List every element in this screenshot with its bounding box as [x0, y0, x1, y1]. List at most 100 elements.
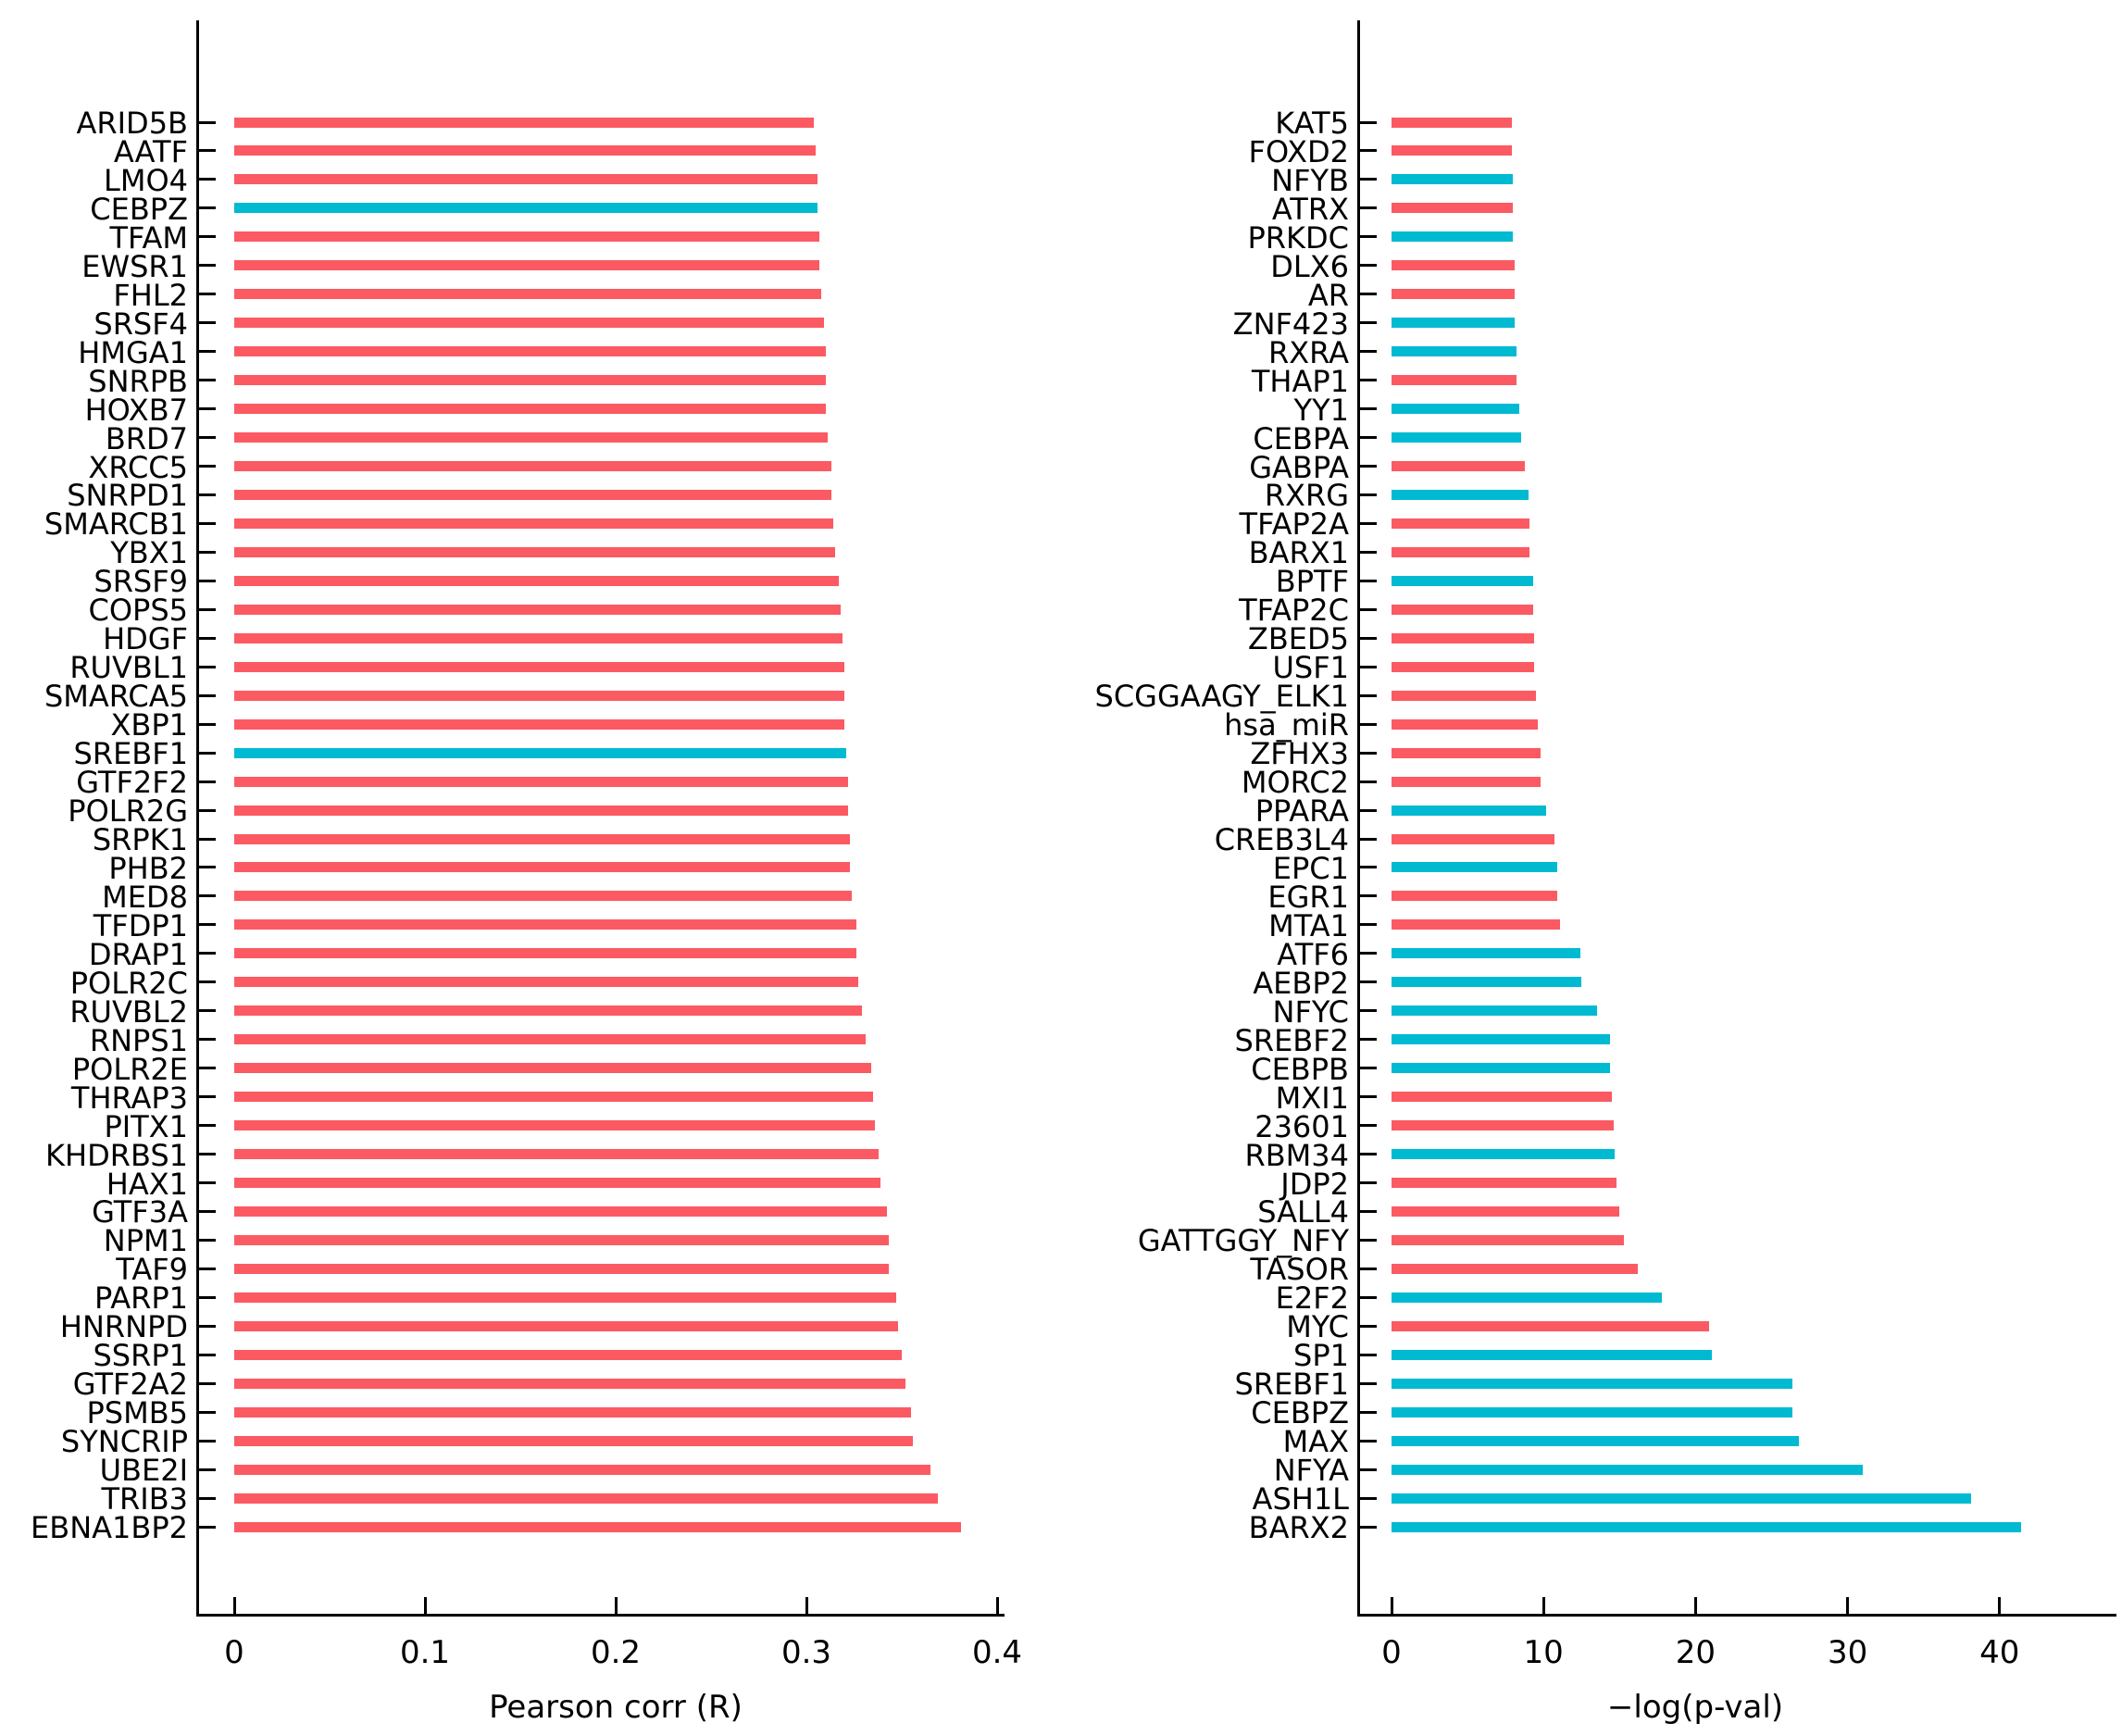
- y-axis-tick: [1360, 636, 1377, 640]
- bar: [1392, 1492, 1971, 1504]
- bar: [1392, 1406, 1793, 1418]
- bar: [234, 1092, 874, 1103]
- category-label: TFAP2A: [1239, 506, 1349, 543]
- y-axis-tick: [199, 607, 216, 611]
- bar: [234, 1292, 896, 1303]
- x-axis-title-logpval: −log(p-val): [1606, 1689, 1784, 1726]
- bar: [1392, 1435, 1800, 1446]
- bar: [234, 1234, 889, 1245]
- x-axis-tick-label: 0: [224, 1634, 244, 1671]
- y-axis-tick: [1360, 149, 1377, 153]
- bar: [1392, 661, 1535, 672]
- category-label: SYNCRIP: [60, 1424, 188, 1460]
- bar: [234, 977, 858, 988]
- category-label: SREBF2: [1234, 1022, 1349, 1058]
- y-axis-tick: [199, 1153, 216, 1156]
- category-label: KHDRBS1: [45, 1137, 188, 1173]
- bar: [234, 1464, 930, 1475]
- x-axis-tick: [1542, 1597, 1545, 1614]
- bar: [1392, 862, 1557, 873]
- bar: [1392, 575, 1533, 586]
- category-label: AEBP2: [1253, 965, 1349, 1001]
- category-label: RXRA: [1268, 334, 1349, 370]
- y-axis-tick: [1360, 894, 1377, 898]
- category-label: PARP1: [94, 1280, 188, 1317]
- y-axis-tick: [1360, 1095, 1377, 1099]
- category-label: NFYB: [1271, 162, 1349, 198]
- y-axis-tick: [1360, 579, 1377, 582]
- bar: [1392, 891, 1557, 902]
- category-label: SSRP1: [93, 1338, 188, 1374]
- category-label: NFYC: [1272, 993, 1349, 1030]
- y-axis-tick: [199, 379, 216, 382]
- x-axis-spine: [196, 1614, 1005, 1617]
- y-axis-tick: [1360, 407, 1377, 411]
- y-axis-tick: [199, 1467, 216, 1471]
- bar: [1392, 432, 1521, 443]
- category-label: THRAP3: [70, 1080, 188, 1116]
- bar: [1392, 145, 1512, 156]
- category-label: TAF9: [116, 1252, 188, 1288]
- y-axis-tick: [199, 751, 216, 755]
- y-axis-tick: [199, 1038, 216, 1042]
- bar: [1392, 546, 1530, 557]
- y-axis-tick: [199, 894, 216, 898]
- bar: [234, 318, 824, 329]
- bar: [1392, 632, 1535, 643]
- bar: [234, 489, 831, 500]
- y-axis-tick: [1360, 1525, 1377, 1529]
- bar: [1392, 948, 1580, 959]
- y-axis-tick: [199, 952, 216, 955]
- category-label: PSMB5: [86, 1395, 188, 1431]
- y-axis-tick: [199, 1410, 216, 1414]
- bar: [1392, 203, 1514, 214]
- category-label: SRSF4: [94, 306, 188, 342]
- category-label: GTF2A2: [72, 1367, 188, 1403]
- category-label: AATF: [113, 133, 188, 169]
- y-axis-tick: [1360, 722, 1377, 726]
- y-axis-tick: [1360, 780, 1377, 783]
- category-label: SNRPB: [88, 363, 188, 399]
- category-label: XBP1: [110, 707, 188, 743]
- bar: [1392, 604, 1533, 615]
- category-label: TFAM: [109, 219, 188, 256]
- bar: [234, 432, 828, 443]
- y-axis-tick: [1360, 751, 1377, 755]
- bar: [234, 718, 845, 730]
- category-label: GABPA: [1249, 449, 1349, 485]
- bar: [1392, 1464, 1864, 1475]
- bar: [1392, 1205, 1620, 1217]
- y-axis-tick: [1360, 1124, 1377, 1128]
- y-axis-tick: [199, 350, 216, 354]
- y-axis-tick: [1360, 866, 1377, 869]
- bar: [1392, 1349, 1713, 1360]
- category-label: KAT5: [1275, 106, 1349, 141]
- category-label: MORC2: [1241, 765, 1349, 801]
- y-axis-tick: [199, 636, 216, 640]
- category-label: MYC: [1286, 1309, 1349, 1345]
- y-axis-tick: [1360, 1439, 1377, 1443]
- y-axis-tick: [1360, 379, 1377, 382]
- bar: [1392, 1234, 1625, 1245]
- category-label: UBE2I: [99, 1453, 188, 1489]
- category-label: ATRX: [1271, 191, 1349, 227]
- y-axis-tick: [1360, 837, 1377, 841]
- category-label: TFDP1: [93, 907, 188, 943]
- category-label: SALL4: [1257, 1194, 1349, 1230]
- bar: [1392, 117, 1512, 128]
- bar: [234, 174, 818, 185]
- category-label: PHB2: [108, 850, 188, 886]
- category-label: CEBPB: [1251, 1051, 1349, 1087]
- y-axis-tick: [1360, 120, 1377, 124]
- category-label: EWSR1: [81, 248, 188, 284]
- y-axis-tick: [199, 178, 216, 181]
- category-label: BARX2: [1248, 1510, 1349, 1546]
- x-axis-tick-label: 40: [1979, 1634, 2020, 1671]
- y-axis-tick: [199, 1238, 216, 1242]
- y-axis-tick: [199, 1439, 216, 1443]
- y-axis-tick: [1360, 665, 1377, 668]
- bar: [1392, 375, 1517, 386]
- x-axis-tick: [1846, 1597, 1850, 1614]
- category-label: BPTF: [1275, 564, 1349, 600]
- category-label: MXI1: [1275, 1080, 1349, 1116]
